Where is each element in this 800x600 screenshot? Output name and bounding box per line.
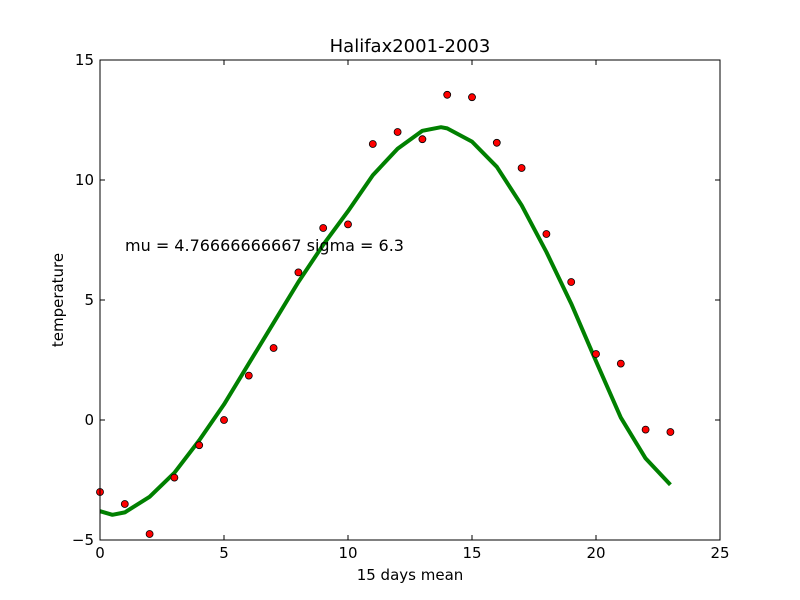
- data-point: [517, 164, 526, 172]
- y-tick-label: 10: [75, 171, 94, 189]
- data-point: [170, 473, 179, 482]
- y-tick-label: −5: [72, 531, 94, 549]
- data-point: [616, 359, 625, 368]
- data-point: [468, 93, 476, 102]
- axes-background: [100, 60, 720, 540]
- y-axis-ticks: −5 0 5 10 15: [72, 51, 720, 549]
- x-tick-label: 15: [462, 544, 481, 562]
- data-point: [567, 278, 576, 286]
- data-point: [393, 128, 402, 136]
- data-point: [641, 425, 650, 434]
- data-point: [492, 138, 501, 147]
- data-point: [418, 135, 427, 144]
- data-point: [666, 428, 675, 436]
- x-axis-ticks: 0 5 10 15 20 25: [95, 60, 730, 562]
- chart-title: Halifax2001-2003: [330, 36, 491, 57]
- data-point: [120, 500, 129, 508]
- data-point: [368, 140, 377, 148]
- x-tick-label: 0: [95, 544, 105, 562]
- x-tick-label: 25: [710, 544, 729, 562]
- y-tick-label: 0: [84, 411, 94, 429]
- data-point: [244, 371, 253, 380]
- plot-area: mu = 4.76666666667 sigma = 6.3: [96, 59, 721, 541]
- x-tick-label: 20: [586, 544, 605, 562]
- y-tick-label: 15: [75, 51, 94, 69]
- fit-curve: [99, 125, 672, 517]
- data-point: [443, 90, 452, 99]
- data-point: [145, 530, 154, 538]
- data-point: [269, 344, 278, 352]
- annotation-text: mu = 4.76666666667 sigma = 6.3: [125, 236, 404, 255]
- data-point: [294, 268, 303, 277]
- y-tick-label: 5: [84, 291, 94, 309]
- data-point: [319, 224, 328, 232]
- x-tick-label: 10: [338, 544, 357, 562]
- data-point: [344, 220, 352, 229]
- data-point: [592, 350, 600, 358]
- x-axis-label: 15 days mean: [357, 566, 464, 584]
- data-point: [542, 230, 551, 238]
- data-points: [96, 90, 675, 538]
- data-point: [220, 416, 228, 424]
- data-point: [195, 441, 204, 450]
- y-axis-label: temperature: [49, 253, 67, 347]
- x-tick-label: 5: [219, 544, 229, 562]
